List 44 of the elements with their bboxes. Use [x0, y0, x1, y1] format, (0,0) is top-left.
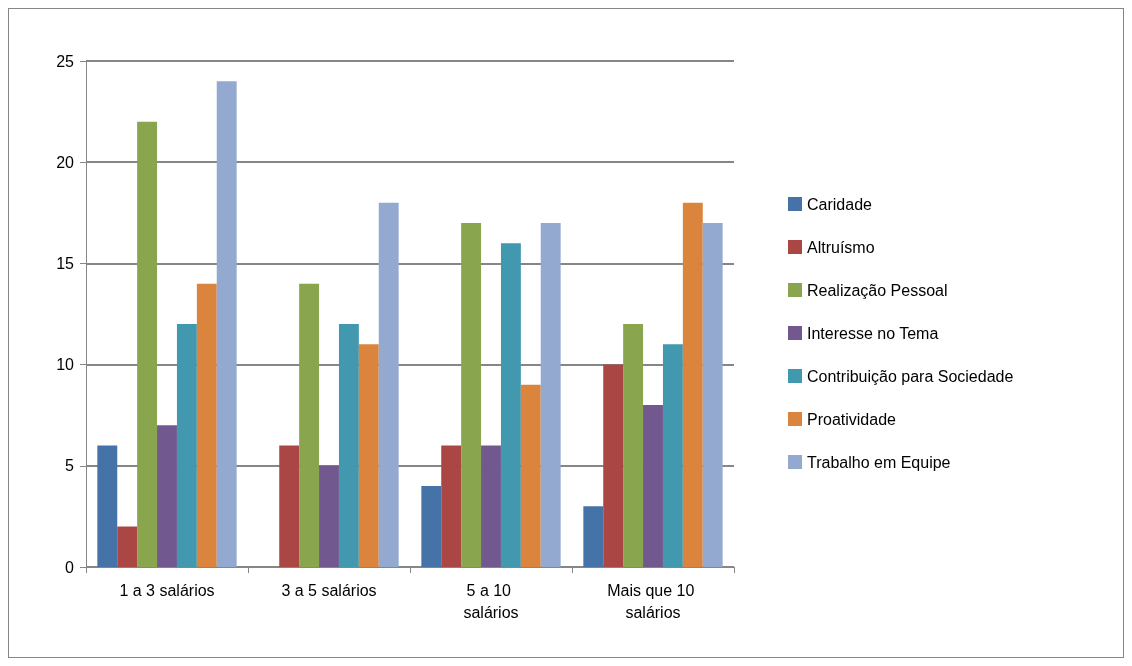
legend-label: Trabalho em Equipe	[807, 453, 951, 471]
bar	[176, 324, 197, 567]
bar	[97, 445, 118, 567]
bar	[378, 202, 399, 567]
y-tick-label: 25	[56, 52, 75, 70]
bar	[216, 81, 237, 567]
bar	[702, 222, 723, 567]
bar	[358, 344, 379, 567]
y-tick-label: 0	[65, 558, 75, 576]
bar	[279, 445, 300, 567]
bar	[461, 222, 482, 567]
legend-label: Proatividade	[807, 410, 897, 428]
bar	[299, 283, 320, 567]
x-tick-label: Mais que 10 salários	[607, 581, 699, 621]
bar	[643, 405, 663, 567]
bar	[520, 384, 541, 567]
bar	[603, 364, 624, 567]
y-tick-label: 5	[65, 457, 75, 475]
legend-label: Contribuição para Sociedade	[807, 367, 1014, 385]
legend-label: Realização Pessoal	[807, 281, 948, 299]
bar	[441, 445, 462, 567]
bar	[196, 283, 217, 567]
x-tick-label: 5 a 10 salários	[463, 581, 519, 621]
bar	[319, 465, 339, 567]
y-tick-label: 15	[56, 254, 75, 272]
bar	[623, 324, 644, 567]
bar	[421, 486, 442, 567]
bar	[481, 445, 501, 567]
legend-label: Altruísmo	[807, 238, 875, 256]
bar	[137, 121, 158, 567]
legend-label: Caridade	[807, 195, 873, 213]
bar	[500, 243, 521, 567]
x-tick-label: 3 a 5 salários	[281, 581, 377, 599]
x-tick-label: 1 a 3 salários	[119, 581, 215, 599]
bar	[540, 222, 561, 567]
bar	[117, 526, 138, 567]
bar	[682, 202, 703, 567]
y-tick-label: 10	[56, 356, 75, 374]
y-tick-label: 20	[56, 153, 75, 171]
bar	[157, 425, 177, 567]
bar	[338, 324, 359, 567]
bar	[583, 506, 604, 567]
legend-label: Interesse no Tema	[807, 324, 939, 342]
bar	[662, 344, 683, 567]
